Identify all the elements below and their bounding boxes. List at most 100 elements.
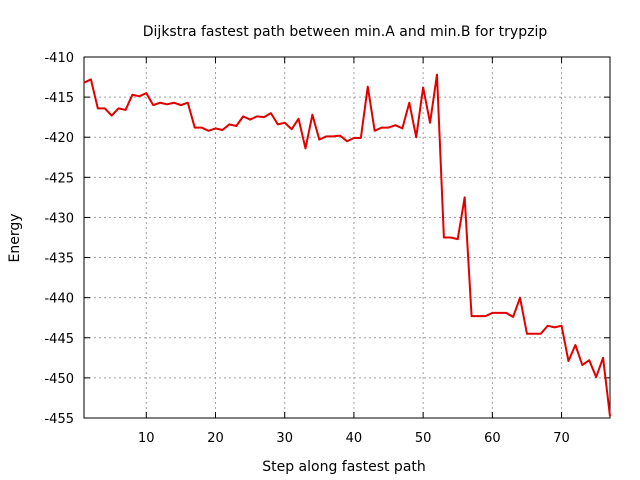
data-point bbox=[436, 74, 438, 76]
data-point bbox=[609, 415, 611, 417]
data-point bbox=[131, 94, 134, 96]
data-point bbox=[477, 315, 480, 317]
data-point bbox=[291, 128, 293, 130]
data-point bbox=[339, 135, 341, 137]
data-point bbox=[464, 196, 466, 198]
data-point bbox=[381, 126, 383, 129]
data-point bbox=[263, 116, 265, 118]
y-tick-label: -415 bbox=[44, 91, 74, 106]
data-point bbox=[505, 312, 507, 314]
data-point bbox=[111, 114, 113, 117]
data-point bbox=[470, 315, 473, 317]
data-point bbox=[533, 333, 535, 335]
data-point bbox=[401, 127, 403, 129]
y-tick-label: -430 bbox=[44, 211, 74, 226]
grid-lines bbox=[84, 57, 610, 418]
chart-title: Dijkstra fastest path between min.A and … bbox=[143, 24, 548, 40]
x-tick-label: 20 bbox=[207, 431, 224, 446]
energy-series-line bbox=[83, 73, 611, 417]
data-point bbox=[422, 86, 424, 89]
data-point bbox=[83, 82, 85, 84]
data-point bbox=[374, 130, 376, 132]
data-point bbox=[567, 360, 570, 362]
data-point bbox=[138, 95, 140, 97]
x-axis-label: Step along fastest path bbox=[262, 459, 426, 475]
y-tick-label: -455 bbox=[44, 412, 74, 427]
data-point bbox=[491, 312, 493, 314]
data-point bbox=[360, 137, 362, 139]
data-point bbox=[194, 126, 196, 129]
data-point bbox=[152, 104, 154, 106]
data-point bbox=[145, 92, 147, 94]
data-point bbox=[394, 124, 397, 126]
y-axis: -410 -415 -420 -425 -430 -435 -440 -445 -450 -455 bbox=[44, 51, 610, 427]
data-point bbox=[173, 102, 175, 104]
data-point bbox=[408, 102, 410, 104]
data-point bbox=[554, 326, 556, 328]
data-point bbox=[484, 315, 487, 317]
data-point bbox=[595, 376, 597, 378]
data-point bbox=[104, 107, 106, 109]
data-point bbox=[560, 325, 563, 327]
data-point bbox=[429, 122, 431, 124]
y-tick-label: -425 bbox=[44, 171, 74, 186]
data-point bbox=[519, 297, 521, 299]
y-tick-label: -410 bbox=[44, 51, 74, 66]
x-tick-label: 70 bbox=[553, 431, 570, 446]
data-point bbox=[297, 118, 300, 120]
data-point bbox=[180, 104, 182, 106]
data-point bbox=[221, 129, 224, 131]
x-tick-label: 10 bbox=[138, 431, 155, 446]
data-point bbox=[270, 112, 272, 114]
data-point bbox=[346, 140, 348, 142]
data-point bbox=[201, 126, 203, 129]
y-tick-label: -440 bbox=[44, 292, 74, 307]
data-point bbox=[547, 325, 549, 327]
data-point bbox=[187, 102, 189, 104]
data-point bbox=[325, 135, 327, 138]
data-point bbox=[332, 135, 334, 138]
data-point bbox=[214, 127, 217, 129]
data-point bbox=[588, 359, 590, 361]
data-point bbox=[90, 78, 92, 81]
data-point bbox=[498, 312, 500, 314]
y-tick-label: -445 bbox=[44, 332, 74, 347]
y-tick-label: -435 bbox=[44, 252, 74, 267]
data-point bbox=[443, 236, 445, 239]
x-tick-label: 50 bbox=[415, 431, 432, 446]
data-point bbox=[526, 333, 528, 335]
data-point bbox=[540, 333, 542, 335]
data-point bbox=[318, 139, 320, 141]
data-point bbox=[228, 123, 230, 125]
y-tick-label: -420 bbox=[44, 131, 74, 146]
y-tick-label: -450 bbox=[44, 372, 74, 387]
data-point bbox=[277, 123, 279, 125]
data-point bbox=[207, 130, 210, 132]
data-point bbox=[415, 136, 417, 138]
data-point bbox=[450, 236, 452, 239]
data-point bbox=[581, 364, 583, 366]
data-point bbox=[311, 114, 313, 116]
data-point bbox=[166, 103, 168, 105]
series-group bbox=[83, 73, 611, 417]
x-tick-label: 40 bbox=[346, 431, 363, 446]
data-point bbox=[457, 238, 459, 240]
data-point bbox=[304, 147, 307, 150]
x-tick-label: 30 bbox=[276, 431, 293, 446]
data-point bbox=[602, 357, 604, 359]
data-point bbox=[118, 107, 120, 109]
y-axis-label: Energy bbox=[7, 213, 23, 262]
data-point bbox=[97, 107, 99, 109]
data-point bbox=[353, 137, 355, 139]
data-point bbox=[124, 109, 127, 111]
data-point bbox=[574, 344, 576, 346]
plot-frame bbox=[83, 56, 611, 419]
data-point bbox=[242, 115, 244, 117]
data-point bbox=[387, 126, 390, 129]
data-point bbox=[367, 86, 369, 88]
data-point bbox=[256, 115, 258, 117]
x-tick-label: 60 bbox=[484, 431, 501, 446]
data-point bbox=[284, 122, 286, 124]
x-axis: 10 20 30 40 50 60 70 bbox=[138, 57, 570, 446]
